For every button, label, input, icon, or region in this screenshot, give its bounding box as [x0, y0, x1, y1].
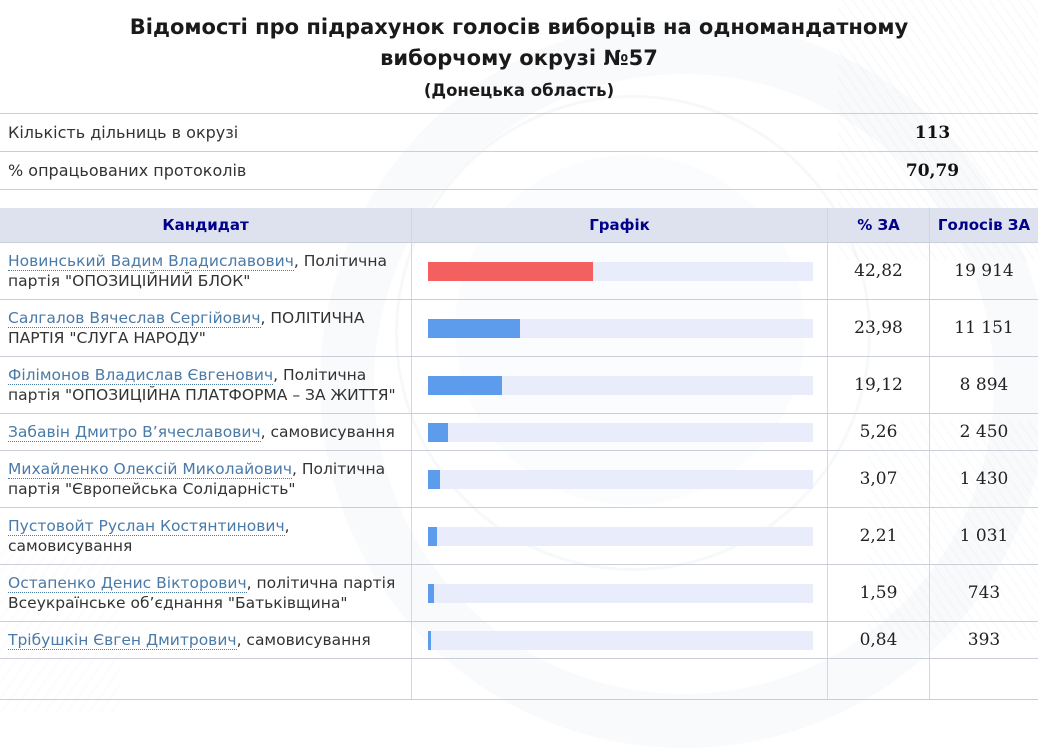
candidate-link[interactable]: Михайленко Олексій Миколайович: [8, 460, 292, 479]
bar-track: [428, 318, 813, 338]
bar-track: [428, 375, 813, 395]
info-row-precincts: Кількість дільниць в окрузі 113: [0, 114, 1038, 152]
result-bar: [428, 469, 440, 489]
candidate-party: , політична партія Всеукраїнське об’єдна…: [8, 574, 396, 612]
candidate-party: , самовисування: [236, 631, 371, 649]
precincts-value: 113: [914, 122, 951, 143]
result-bar: [428, 375, 502, 395]
table-row: Михайленко Олексій Миколайович, Політичн…: [0, 451, 1038, 508]
bar-track: [428, 630, 813, 650]
protocols-value: 70,79: [905, 160, 960, 181]
votes-cell: 743: [967, 583, 1001, 603]
table-header-row: Кандидат Графік % ЗА Голосів ЗА: [0, 208, 1038, 243]
title-block: Відомості про підрахунок голосів виборці…: [0, 0, 1038, 103]
candidate-link[interactable]: Пустовойт Руслан Костянтинович: [8, 517, 285, 536]
result-bar: [428, 261, 593, 281]
column-header-percent: % ЗА: [828, 208, 930, 242]
result-bar: [428, 630, 432, 650]
column-header-chart: Графік: [412, 208, 828, 242]
votes-cell: 1 430: [959, 469, 1009, 489]
table-row: Пустовойт Руслан Костянтинович, самовису…: [0, 508, 1038, 565]
table-row: Трібушкін Євген Дмитрович, самовисування…: [0, 622, 1038, 659]
percent-cell: 23,98: [828, 300, 930, 356]
table-row: Остапенко Денис Вікторович, політична па…: [0, 565, 1038, 622]
bar-track: [428, 261, 813, 281]
result-bar: [428, 422, 449, 442]
candidate-link[interactable]: Трібушкін Євген Дмитрович: [8, 631, 237, 650]
candidate-party: , самовисування: [260, 423, 395, 441]
bar-track: [428, 583, 813, 603]
percent-cell: 3,07: [828, 451, 930, 507]
page-subtitle: (Донецька область): [423, 81, 615, 100]
percent-cell: 19,12: [828, 357, 930, 413]
result-bar: [428, 583, 435, 603]
votes-cell: 2 450: [959, 422, 1009, 442]
candidate-link[interactable]: Новинський Вадим Владиславович: [8, 252, 294, 271]
bar-track: [428, 469, 813, 489]
table-row-partial: [0, 659, 1038, 700]
votes-cell: 1 031: [959, 526, 1009, 546]
candidate-link[interactable]: Салгалов Вячеслав Сергійович: [8, 309, 261, 328]
percent-cell: 5,26: [828, 414, 930, 450]
candidate-link[interactable]: Остапенко Денис Вікторович: [8, 574, 247, 593]
votes-cell: 393: [967, 630, 1001, 650]
district-info-table: Кількість дільниць в окрузі 113 % опраць…: [0, 113, 1038, 190]
result-bar: [428, 318, 521, 338]
votes-cell: 11 151: [954, 318, 1014, 338]
bar-track: [428, 422, 813, 442]
candidate-link[interactable]: Забавін Дмитро В’ячеславович: [8, 423, 261, 442]
percent-cell: 42,82: [828, 243, 930, 299]
column-header-votes: Голосів ЗА: [937, 216, 1031, 234]
candidate-party: , самовисування: [8, 517, 290, 555]
protocols-label: % опрацьованих протоколів: [8, 161, 247, 180]
percent-cell: 2,21: [828, 508, 930, 564]
bar-track: [428, 526, 813, 546]
percent-cell: 0,84: [828, 622, 930, 658]
column-header-candidate: Кандидат: [0, 208, 412, 242]
votes-cell: 8 894: [959, 375, 1009, 395]
candidate-party: , Політична партія "Європейська Солідарн…: [8, 460, 386, 498]
table-row: Філімонов Владислав Євгенович, Політична…: [0, 357, 1038, 414]
candidate-party: , Політична партія "ОПОЗИЦІЙНА ПЛАТФОРМА…: [8, 366, 396, 404]
candidate-link[interactable]: Філімонов Владислав Євгенович: [8, 366, 274, 385]
precincts-label: Кількість дільниць в окрузі: [8, 123, 239, 142]
votes-cell: 19 914: [954, 261, 1014, 281]
candidate-party: , ПОЛІТИЧНА ПАРТІЯ "СЛУГА НАРОДУ": [8, 309, 365, 347]
result-bar: [428, 526, 437, 546]
percent-cell: 1,59: [828, 565, 930, 621]
results-table: Кандидат Графік % ЗА Голосів ЗА Новинськ…: [0, 208, 1038, 700]
table-row: Новинський Вадим Владиславович, Політичн…: [0, 243, 1038, 300]
page-title: Відомості про підрахунок голосів виборці…: [129, 15, 909, 70]
info-row-protocols: % опрацьованих протоколів 70,79: [0, 152, 1038, 190]
table-row: Забавін Дмитро В’ячеславович, самовисува…: [0, 414, 1038, 451]
candidate-party: , Політична партія "ОПОЗИЦІЙНИЙ БЛОК": [8, 252, 387, 290]
table-row: Салгалов Вячеслав Сергійович, ПОЛІТИЧНА …: [0, 300, 1038, 357]
